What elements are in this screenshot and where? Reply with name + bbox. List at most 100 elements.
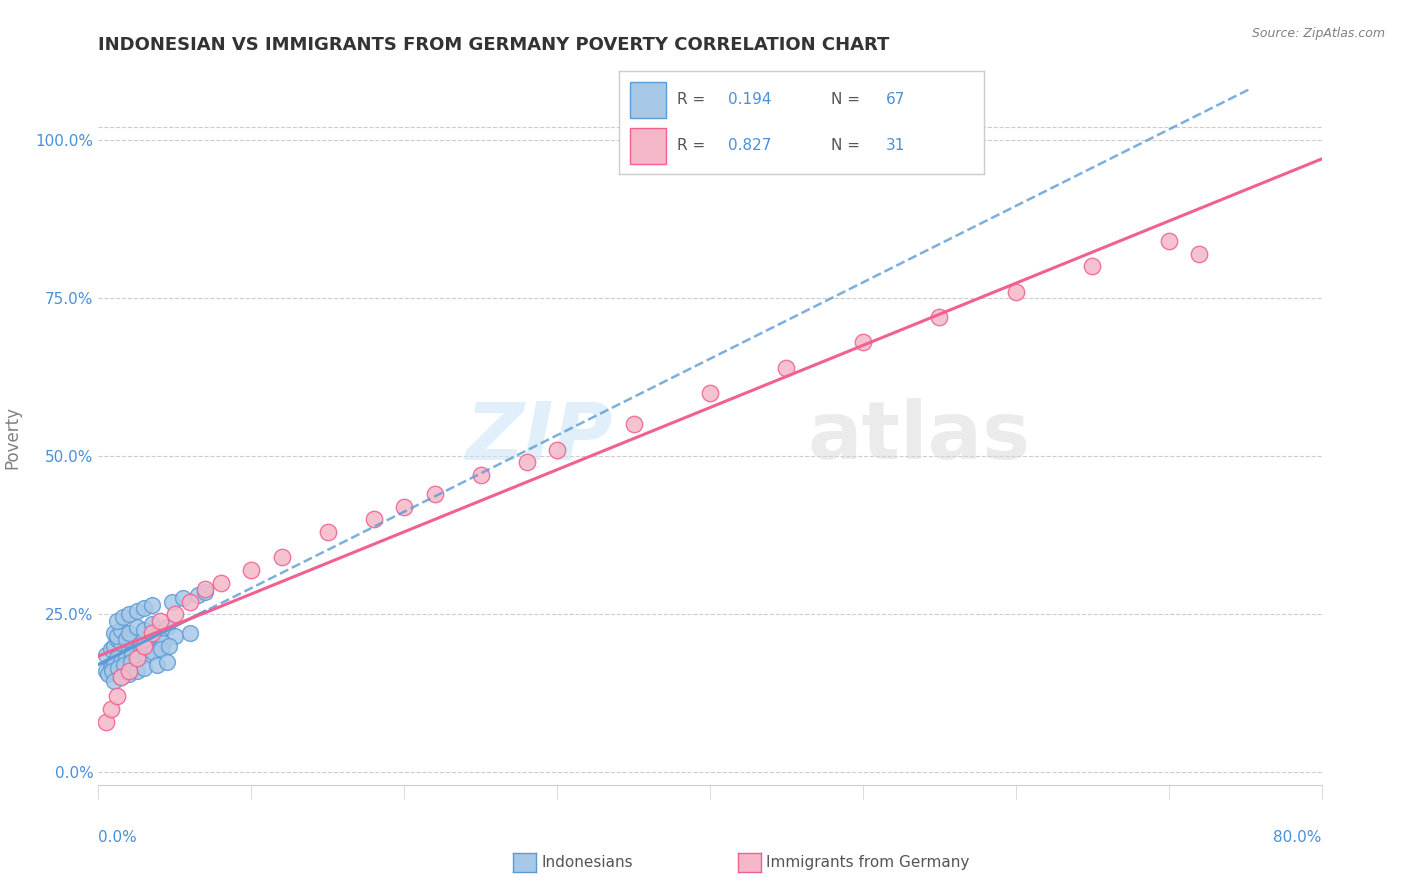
Point bbox=[179, 594, 201, 608]
Point bbox=[118, 648, 141, 663]
Point bbox=[392, 500, 416, 514]
Point bbox=[194, 582, 217, 596]
Point bbox=[152, 635, 174, 649]
Text: ZIP: ZIP bbox=[465, 398, 612, 476]
Point bbox=[111, 655, 134, 669]
Point bbox=[110, 623, 132, 637]
Point bbox=[100, 642, 122, 657]
Point bbox=[149, 632, 172, 647]
Point bbox=[100, 702, 122, 716]
Point bbox=[134, 600, 156, 615]
Point bbox=[125, 604, 148, 618]
Point bbox=[363, 512, 385, 526]
Point bbox=[136, 639, 159, 653]
Point bbox=[110, 655, 132, 669]
Point bbox=[141, 639, 163, 653]
Point bbox=[134, 623, 156, 637]
Text: 0.0%: 0.0% bbox=[98, 830, 138, 846]
Text: 0.194: 0.194 bbox=[728, 92, 772, 107]
Point bbox=[94, 648, 117, 663]
Text: 80.0%: 80.0% bbox=[1274, 830, 1322, 846]
Text: 0.827: 0.827 bbox=[728, 138, 772, 153]
Point bbox=[145, 642, 167, 657]
Point bbox=[112, 657, 135, 672]
Point bbox=[775, 360, 797, 375]
Point bbox=[149, 614, 172, 628]
Point bbox=[118, 626, 141, 640]
Point bbox=[100, 661, 122, 675]
Point bbox=[103, 673, 125, 688]
Point bbox=[156, 655, 179, 669]
Point bbox=[134, 642, 156, 657]
Point bbox=[156, 620, 179, 634]
Point bbox=[103, 657, 125, 672]
Point bbox=[209, 575, 232, 590]
Text: N =: N = bbox=[831, 138, 859, 153]
Y-axis label: Poverty: Poverty bbox=[4, 406, 21, 468]
Point bbox=[141, 626, 163, 640]
Point bbox=[127, 651, 149, 665]
Point bbox=[94, 664, 117, 678]
Point bbox=[105, 632, 128, 647]
Point bbox=[928, 310, 950, 324]
Point bbox=[134, 639, 156, 653]
Text: INDONESIAN VS IMMIGRANTS FROM GERMANY POVERTY CORRELATION CHART: INDONESIAN VS IMMIGRANTS FROM GERMANY PO… bbox=[98, 36, 890, 54]
Text: R =: R = bbox=[678, 92, 706, 107]
Text: 31: 31 bbox=[886, 138, 905, 153]
Point bbox=[97, 667, 120, 681]
Point bbox=[1188, 246, 1211, 260]
Point bbox=[135, 648, 157, 663]
Point bbox=[111, 610, 134, 624]
Point bbox=[270, 550, 292, 565]
Point bbox=[105, 614, 128, 628]
Point bbox=[125, 651, 148, 665]
Point bbox=[129, 639, 152, 653]
Text: 67: 67 bbox=[886, 92, 905, 107]
Point bbox=[150, 642, 173, 657]
Point bbox=[105, 629, 128, 643]
Point bbox=[142, 645, 165, 659]
Bar bbox=[630, 128, 666, 163]
Point bbox=[516, 455, 538, 469]
Point bbox=[1157, 234, 1180, 248]
Point bbox=[125, 664, 148, 678]
Point bbox=[141, 598, 163, 612]
Point bbox=[470, 468, 492, 483]
Point bbox=[115, 632, 138, 647]
Point bbox=[125, 620, 148, 634]
Point bbox=[110, 670, 132, 684]
Point bbox=[94, 714, 117, 729]
Point bbox=[118, 664, 141, 678]
Point bbox=[423, 487, 446, 501]
Point bbox=[141, 616, 163, 631]
Point bbox=[115, 629, 138, 643]
Point bbox=[546, 442, 568, 457]
Point bbox=[187, 588, 209, 602]
Point bbox=[125, 645, 148, 659]
Point bbox=[121, 635, 143, 649]
Point bbox=[179, 626, 201, 640]
Point bbox=[105, 651, 128, 665]
Point bbox=[129, 645, 152, 659]
Point bbox=[149, 626, 172, 640]
Point bbox=[118, 642, 141, 657]
Point bbox=[118, 607, 141, 622]
Point bbox=[1081, 260, 1104, 274]
Point bbox=[110, 670, 132, 684]
Point bbox=[852, 335, 875, 350]
Point bbox=[101, 664, 124, 678]
Text: Source: ZipAtlas.com: Source: ZipAtlas.com bbox=[1251, 27, 1385, 40]
Point bbox=[103, 639, 125, 653]
Text: R =: R = bbox=[678, 138, 706, 153]
Text: Immigrants from Germany: Immigrants from Germany bbox=[766, 855, 970, 870]
Point bbox=[100, 657, 122, 672]
Point bbox=[163, 607, 186, 622]
Point bbox=[120, 655, 142, 669]
Point bbox=[110, 635, 132, 649]
Point bbox=[105, 690, 128, 704]
Point bbox=[194, 585, 217, 599]
Point bbox=[121, 648, 143, 663]
Point bbox=[115, 651, 138, 665]
Point bbox=[316, 524, 339, 539]
Point bbox=[163, 629, 186, 643]
